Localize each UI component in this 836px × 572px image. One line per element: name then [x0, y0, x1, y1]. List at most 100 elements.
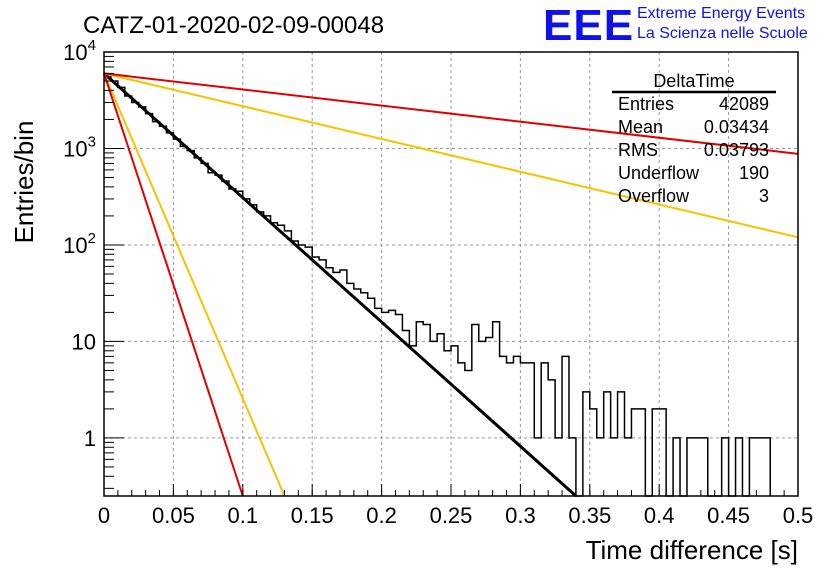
histogram-bin: [562, 356, 569, 496]
stats-box: DeltaTime Entries 42089 Mean 0.03434 RMS 0.03…: [612, 71, 776, 206]
histogram-bin: [423, 324, 430, 496]
histogram-bin: [104, 74, 111, 496]
histogram-bin: [541, 363, 548, 496]
y-tick-label: 104: [63, 37, 96, 65]
histogram-bin: [278, 225, 285, 496]
stats-label: Mean: [618, 117, 663, 137]
histogram-bin: [673, 438, 680, 496]
logo-line-1: Extreme Energy Events: [637, 5, 805, 22]
fit-line-5: [103, 73, 244, 497]
histogram-bin: [597, 438, 604, 496]
histogram-bin: [763, 438, 770, 496]
x-axis-ticks: 0 0.05 0.1 0.15 0.2 0.25 0.3 0.35 0.4 0.45 0.5: [98, 484, 813, 528]
histogram-bin: [479, 341, 486, 496]
histogram-bin: [694, 438, 701, 496]
histogram-bin: [187, 151, 194, 496]
histogram-bin: [527, 363, 534, 496]
histogram-bin: [631, 409, 638, 496]
histogram-bin: [243, 199, 250, 496]
histogram-bin: [291, 241, 298, 496]
histogram-bin: [333, 272, 340, 496]
histogram-bin: [326, 268, 333, 496]
x-tick-label: 0: [98, 503, 110, 528]
x-tick-label: 0.25: [430, 503, 473, 528]
histogram-bin: [458, 363, 465, 496]
histogram-bin: [389, 310, 396, 496]
x-tick-label: 0.1: [228, 503, 259, 528]
histogram-bin: [604, 392, 611, 496]
histogram-bin: [437, 334, 444, 496]
grid: [104, 52, 798, 496]
histogram-bin: [340, 270, 347, 496]
stats-label: RMS: [618, 140, 658, 160]
fit-line-1: [102, 72, 577, 498]
x-tick-label: 0.2: [366, 503, 397, 528]
y-tick-label: 1: [84, 426, 96, 451]
fit-line-3: [103, 72, 799, 155]
eee-logo: EEE Extreme Energy Events La Scienza nel…: [543, 1, 808, 50]
histogram-bin: [687, 438, 694, 496]
y-tick-label: 103: [63, 133, 96, 161]
histogram-bin: [166, 133, 173, 496]
histogram-bin: [701, 438, 708, 496]
histogram-bin: [319, 260, 326, 496]
x-tick-label: 0.15: [291, 503, 334, 528]
histogram-bin: [611, 438, 618, 496]
histogram-bin: [375, 308, 382, 496]
histogram-bin: [444, 351, 451, 496]
histogram-bin: [583, 392, 590, 496]
fit-line-4: [103, 73, 286, 497]
logo-line-2: La Scienza nelle Scuole: [637, 25, 808, 42]
histogram-bin: [236, 191, 243, 496]
histogram-bin: [625, 438, 632, 496]
histogram-bin: [208, 173, 215, 496]
histogram-bin: [638, 409, 645, 496]
histogram-bin: [271, 223, 278, 496]
histogram-bin: [472, 324, 479, 496]
histogram-bin: [382, 312, 389, 496]
histogram-bin: [659, 409, 666, 496]
histogram-bin: [416, 322, 423, 496]
histogram-bin: [361, 293, 368, 496]
histogram-bin: [534, 438, 541, 496]
histogram-bin: [395, 315, 402, 496]
logo-mark: EEE: [543, 1, 634, 50]
histogram-bin: [111, 81, 118, 496]
histogram-bin: [756, 438, 763, 496]
stats-label: Overflow: [618, 186, 690, 206]
y-tick-label: 102: [63, 230, 96, 258]
histogram-bin: [722, 438, 729, 496]
stats-label: Underflow: [618, 163, 700, 183]
histogram-bin: [347, 283, 354, 496]
x-axis-title: Time difference [s]: [586, 535, 798, 565]
x-tick-label: 0.4: [644, 503, 675, 528]
histogram-bin: [305, 247, 312, 496]
stats-label: Entries: [618, 94, 674, 114]
histogram-bin: [201, 163, 208, 496]
histogram-bin: [618, 392, 625, 496]
histogram-bin: [569, 438, 576, 496]
histogram-bin: [153, 122, 160, 496]
x-tick-label: 0.5: [783, 503, 814, 528]
fit-lines: [102, 72, 799, 498]
histogram-bin: [749, 438, 756, 496]
histogram: [104, 73, 771, 497]
chart-title: CATZ-01-2020-02-09-00048: [83, 12, 384, 39]
x-tick-label: 0.3: [505, 503, 536, 528]
histogram-bin: [250, 205, 257, 496]
histogram-bin: [736, 438, 743, 496]
stats-value: 190: [739, 163, 769, 183]
histogram-bin: [402, 330, 409, 496]
histogram-bin: [493, 322, 500, 496]
histogram-bin: [173, 139, 180, 496]
stats-rows: Entries 42089 Mean 0.03434 RMS 0.03793Underfl…: [618, 94, 769, 206]
histogram-bin: [298, 245, 305, 496]
x-tick-label: 0.35: [568, 503, 611, 528]
histogram-bin: [465, 370, 472, 496]
fit-line-2: [103, 72, 799, 239]
histogram-bin: [548, 380, 555, 496]
histogram-bin: [555, 438, 562, 496]
histogram-bin: [507, 363, 514, 496]
histogram-bin: [229, 189, 236, 496]
histogram-bin: [284, 231, 291, 496]
